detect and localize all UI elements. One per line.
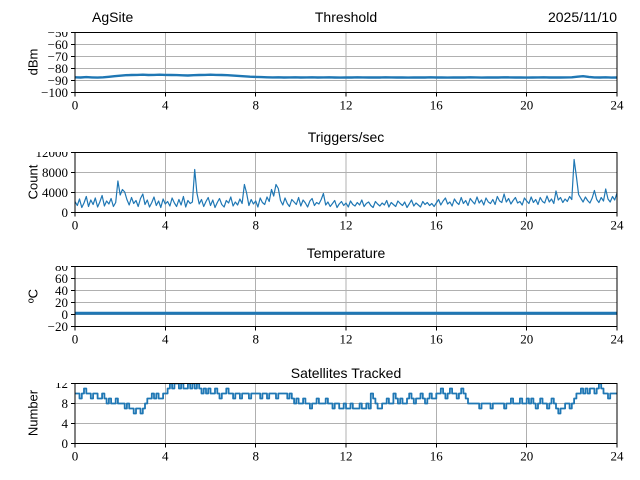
svg-text:24: 24	[611, 218, 625, 233]
svg-text:−50: −50	[48, 32, 68, 40]
chart-threshold-title-date: 2025/11/10	[547, 9, 617, 25]
svg-text:4: 4	[162, 98, 169, 113]
chart-triggers-titlerow: Triggers/sec	[75, 129, 617, 147]
svg-text:4: 4	[162, 332, 169, 347]
chart-threshold-title: Threshold	[314, 9, 378, 25]
svg-text:8: 8	[252, 449, 259, 464]
svg-text:0: 0	[72, 449, 79, 464]
chart-satellites: Satellites Tracked Number 0 4 8 12 16 20 24 0 4 8…	[0, 360, 640, 480]
svg-text:0: 0	[72, 218, 79, 233]
chart-triggers-title: Triggers/sec	[307, 129, 385, 145]
svg-text:0: 0	[62, 307, 69, 322]
svg-text:40: 40	[55, 283, 68, 298]
svg-text:12: 12	[340, 218, 353, 233]
svg-text:20: 20	[520, 98, 533, 113]
svg-text:−100: −100	[41, 85, 68, 100]
svg-text:−60: −60	[48, 37, 68, 52]
svg-text:12: 12	[340, 332, 353, 347]
chart-satellites-titlerow: Satellites Tracked	[75, 365, 617, 383]
svg-text:−90: −90	[48, 73, 68, 88]
svg-text:12: 12	[340, 98, 353, 113]
chart-satellites-title: Satellites Tracked	[290, 365, 402, 381]
svg-text:8: 8	[252, 218, 259, 233]
svg-text:−20: −20	[48, 319, 68, 334]
svg-text:12000: 12000	[36, 152, 69, 160]
svg-text:0: 0	[62, 205, 69, 220]
svg-text:8: 8	[252, 98, 259, 113]
svg-text:8: 8	[62, 396, 69, 411]
svg-text:20: 20	[55, 295, 68, 310]
svg-text:20: 20	[520, 332, 533, 347]
svg-text:16: 16	[430, 332, 444, 347]
chart-triggers-plot-area: 0 4 8 12 16 20 24 0 4000 8000 12000	[36, 152, 625, 233]
chart-temperature: Temperature ºC 0 4 8 12 16 20 24 −20 0 20 40 60 80	[0, 240, 640, 360]
svg-text:8: 8	[252, 332, 259, 347]
chart-triggers: Triggers/sec Count 0 4 8 12 16 20 24 0 4000 8000 1…	[0, 120, 640, 240]
svg-text:24: 24	[611, 332, 625, 347]
chart-temperature-titlerow: Temperature	[75, 245, 617, 263]
svg-text:20: 20	[520, 449, 533, 464]
svg-text:8000: 8000	[42, 165, 68, 180]
svg-text:4000: 4000	[42, 185, 68, 200]
svg-text:−80: −80	[48, 61, 68, 76]
svg-text:24: 24	[611, 449, 625, 464]
svg-text:−70: −70	[48, 49, 68, 64]
svg-text:4: 4	[62, 416, 69, 431]
svg-text:60: 60	[55, 271, 68, 286]
svg-text:24: 24	[611, 98, 625, 113]
svg-text:4: 4	[162, 218, 169, 233]
svg-text:12: 12	[55, 383, 68, 391]
svg-text:0: 0	[72, 332, 79, 347]
chart-threshold: AgSite Threshold 2025/11/10 dBm 0 4 8 12 16 2…	[0, 0, 640, 120]
svg-text:20: 20	[520, 218, 533, 233]
chart-threshold-titlerow: AgSite Threshold 2025/11/10	[75, 9, 617, 27]
chart-satellites-plot-area: 0 4 8 12 16 20 24 0 4 8 12	[55, 383, 625, 464]
svg-text:80: 80	[55, 266, 68, 274]
svg-text:16: 16	[430, 449, 444, 464]
svg-text:0: 0	[72, 98, 79, 113]
svg-text:12: 12	[340, 449, 353, 464]
chart-threshold-title-left: AgSite	[92, 9, 134, 25]
svg-text:16: 16	[430, 218, 444, 233]
svg-text:4: 4	[162, 449, 169, 464]
chart-temperature-title: Temperature	[306, 245, 386, 261]
chart-threshold-plot-area: 0 4 8 12 16 20 24 −100−90−80−70−60−50	[41, 32, 625, 113]
svg-text:16: 16	[430, 98, 444, 113]
svg-text:0: 0	[62, 436, 69, 451]
